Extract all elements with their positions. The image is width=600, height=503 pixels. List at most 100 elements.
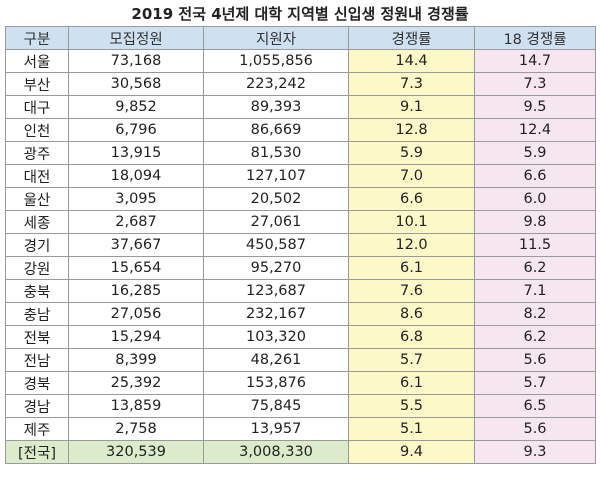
cell-applicants: 75,845: [203, 394, 349, 418]
cell-region: 전북: [5, 325, 69, 349]
cell-quota: 16,285: [68, 279, 204, 303]
header-competition: 경쟁률: [348, 26, 475, 50]
table-row: 전남 8,399 48,261 5.7 5.6: [5, 348, 596, 372]
header-row: 구분 모집정원 지원자 경쟁률 18 경쟁률: [5, 26, 596, 50]
cell-competition: 6.1: [348, 371, 475, 395]
cell-competition: 6.1: [348, 256, 475, 280]
cell-quota: 15,654: [68, 256, 204, 280]
cell-applicants: 103,320: [203, 325, 349, 349]
header-applicants: 지원자: [203, 26, 349, 50]
cell-quota: 2,758: [68, 417, 204, 441]
cell-quota: 73,168: [68, 49, 204, 73]
table-row: 광주 13,915 81,530 5.9 5.9: [5, 141, 596, 165]
cell-region: 울산: [5, 187, 69, 211]
cell-region: 서울: [5, 49, 69, 73]
table-row: 부산 30,568 223,242 7.3 7.3: [5, 72, 596, 96]
cell-region: [전국]: [5, 440, 69, 464]
cell-competition-18: 7.3: [474, 72, 596, 96]
table-row: 경기 37,667 450,587 12.0 11.5: [5, 233, 596, 257]
cell-quota: 320,539: [68, 440, 204, 464]
cell-applicants: 20,502: [203, 187, 349, 211]
cell-competition-18: 6.2: [474, 256, 596, 280]
cell-competition-18: 8.2: [474, 302, 596, 326]
cell-quota: 6,796: [68, 118, 204, 142]
cell-competition: 12.0: [348, 233, 475, 257]
cell-competition: 7.3: [348, 72, 475, 96]
cell-competition-18: 6.6: [474, 164, 596, 188]
cell-competition: 9.4: [348, 440, 475, 464]
cell-competition-18: 6.5: [474, 394, 596, 418]
cell-region: 부산: [5, 72, 69, 96]
cell-applicants: 27,061: [203, 210, 349, 234]
cell-competition-18: 6.2: [474, 325, 596, 349]
table-row: 경북 25,392 153,876 6.1 5.7: [5, 371, 596, 395]
cell-competition: 14.4: [348, 49, 475, 73]
cell-applicants: 223,242: [203, 72, 349, 96]
cell-competition-18: 11.5: [474, 233, 596, 257]
table-row: 인천 6,796 86,669 12.8 12.4: [5, 118, 596, 142]
cell-applicants: 153,876: [203, 371, 349, 395]
table-row: 서울 73,168 1,055,856 14.4 14.7: [5, 49, 596, 73]
cell-quota: 8,399: [68, 348, 204, 372]
cell-quota: 2,687: [68, 210, 204, 234]
cell-region: 인천: [5, 118, 69, 142]
cell-competition-18: 6.0: [474, 187, 596, 211]
table-body: 서울 73,168 1,055,856 14.4 14.7 부산 30,568 223,242…: [5, 49, 596, 464]
cell-quota: 3,095: [68, 187, 204, 211]
cell-competition-18: 7.1: [474, 279, 596, 303]
cell-competition: 6.6: [348, 187, 475, 211]
cell-region: 제주: [5, 417, 69, 441]
cell-region: 강원: [5, 256, 69, 280]
cell-region: 충북: [5, 279, 69, 303]
cell-competition: 5.7: [348, 348, 475, 372]
cell-quota: 27,056: [68, 302, 204, 326]
cell-region: 대구: [5, 95, 69, 119]
cell-region: 경북: [5, 371, 69, 395]
cell-competition-18: 5.6: [474, 417, 596, 441]
cell-applicants: 95,270: [203, 256, 349, 280]
table-row: 충북 16,285 123,687 7.6 7.1: [5, 279, 596, 303]
cell-competition: 10.1: [348, 210, 475, 234]
cell-quota: 30,568: [68, 72, 204, 96]
table-row: 강원 15,654 95,270 6.1 6.2: [5, 256, 596, 280]
cell-competition-18: 5.7: [474, 371, 596, 395]
cell-applicants: 123,687: [203, 279, 349, 303]
cell-region: 전남: [5, 348, 69, 372]
cell-competition-18: 12.4: [474, 118, 596, 142]
cell-applicants: 232,167: [203, 302, 349, 326]
cell-competition: 8.6: [348, 302, 475, 326]
cell-quota: 15,294: [68, 325, 204, 349]
table-row: 제주 2,758 13,957 5.1 5.6: [5, 417, 596, 441]
header-region: 구분: [5, 26, 69, 50]
cell-competition: 9.1: [348, 95, 475, 119]
cell-applicants: 13,957: [203, 417, 349, 441]
cell-region: 광주: [5, 141, 69, 165]
cell-competition: 7.6: [348, 279, 475, 303]
cell-competition: 7.0: [348, 164, 475, 188]
cell-competition: 5.1: [348, 417, 475, 441]
cell-competition-18: 9.3: [474, 440, 596, 464]
table-row: 전북 15,294 103,320 6.8 6.2: [5, 325, 596, 349]
cell-quota: 9,852: [68, 95, 204, 119]
table-row: 충남 27,056 232,167 8.6 8.2: [5, 302, 596, 326]
cell-applicants: 127,107: [203, 164, 349, 188]
table-row: 울산 3,095 20,502 6.6 6.0: [5, 187, 596, 211]
cell-region: 경남: [5, 394, 69, 418]
header-competition-18: 18 경쟁률: [474, 26, 596, 50]
cell-applicants: 1,055,856: [203, 49, 349, 73]
cell-competition-18: 9.8: [474, 210, 596, 234]
cell-quota: 25,392: [68, 371, 204, 395]
cell-applicants: 89,393: [203, 95, 349, 119]
table-row: 대전 18,094 127,107 7.0 6.6: [5, 164, 596, 188]
table-title: 2019 전국 4년제 대학 지역별 신입생 정원내 경쟁률: [131, 5, 469, 23]
cell-applicants: 48,261: [203, 348, 349, 372]
table-row: 대구 9,852 89,393 9.1 9.5: [5, 95, 596, 119]
cell-competition: 5.9: [348, 141, 475, 165]
competition-table: 구분 모집정원 지원자 경쟁률 18 경쟁률 서울 73,168 1,055,856…: [5, 26, 596, 464]
cell-quota: 18,094: [68, 164, 204, 188]
cell-competition-18: 5.9: [474, 141, 596, 165]
cell-competition-18: 14.7: [474, 49, 596, 73]
cell-competition: 12.8: [348, 118, 475, 142]
cell-region: 대전: [5, 164, 69, 188]
cell-competition-18: 5.6: [474, 348, 596, 372]
